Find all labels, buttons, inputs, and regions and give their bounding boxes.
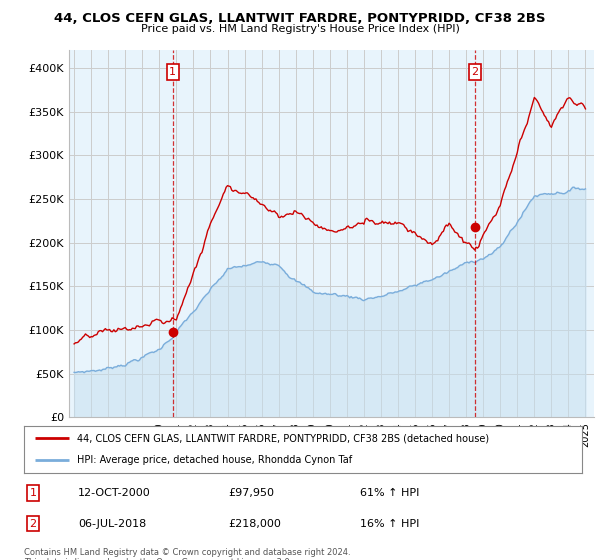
Text: 2: 2 [29,519,37,529]
Text: 44, CLOS CEFN GLAS, LLANTWIT FARDRE, PONTYPRIDD, CF38 2BS: 44, CLOS CEFN GLAS, LLANTWIT FARDRE, PON… [54,12,546,25]
Text: £218,000: £218,000 [228,519,281,529]
Text: HPI: Average price, detached house, Rhondda Cynon Taf: HPI: Average price, detached house, Rhon… [77,455,352,465]
Text: £97,950: £97,950 [228,488,274,498]
Text: Contains HM Land Registry data © Crown copyright and database right 2024.
This d: Contains HM Land Registry data © Crown c… [24,548,350,560]
Text: 44, CLOS CEFN GLAS, LLANTWIT FARDRE, PONTYPRIDD, CF38 2BS (detached house): 44, CLOS CEFN GLAS, LLANTWIT FARDRE, PON… [77,433,489,444]
Text: 06-JUL-2018: 06-JUL-2018 [78,519,146,529]
Text: 12-OCT-2000: 12-OCT-2000 [78,488,151,498]
Text: Price paid vs. HM Land Registry's House Price Index (HPI): Price paid vs. HM Land Registry's House … [140,24,460,34]
Text: 16% ↑ HPI: 16% ↑ HPI [360,519,419,529]
Text: 61% ↑ HPI: 61% ↑ HPI [360,488,419,498]
Text: 1: 1 [169,67,176,77]
Text: 1: 1 [29,488,37,498]
Text: 2: 2 [471,67,478,77]
